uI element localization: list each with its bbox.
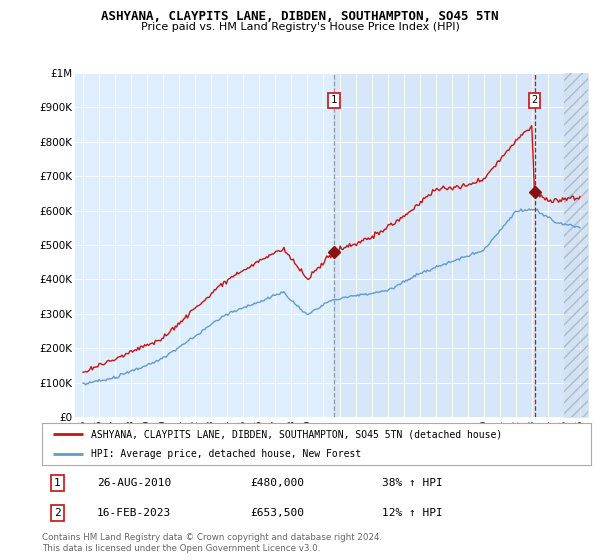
Text: 12% ↑ HPI: 12% ↑ HPI bbox=[382, 508, 443, 518]
Bar bbox=[334, 73, 564, 417]
Text: 38% ↑ HPI: 38% ↑ HPI bbox=[382, 478, 443, 488]
Text: 16-FEB-2023: 16-FEB-2023 bbox=[97, 508, 171, 518]
Text: £653,500: £653,500 bbox=[251, 508, 305, 518]
Text: HPI: Average price, detached house, New Forest: HPI: Average price, detached house, New … bbox=[91, 449, 362, 459]
Text: 2: 2 bbox=[532, 95, 538, 105]
Text: 2: 2 bbox=[54, 508, 61, 518]
Text: £480,000: £480,000 bbox=[251, 478, 305, 488]
Text: ASHYANA, CLAYPITS LANE, DIBDEN, SOUTHAMPTON, SO45 5TN (detached house): ASHYANA, CLAYPITS LANE, DIBDEN, SOUTHAMP… bbox=[91, 429, 503, 439]
Text: Price paid vs. HM Land Registry's House Price Index (HPI): Price paid vs. HM Land Registry's House … bbox=[140, 22, 460, 32]
Text: 26-AUG-2010: 26-AUG-2010 bbox=[97, 478, 171, 488]
Text: ASHYANA, CLAYPITS LANE, DIBDEN, SOUTHAMPTON, SO45 5TN: ASHYANA, CLAYPITS LANE, DIBDEN, SOUTHAMP… bbox=[101, 10, 499, 23]
Text: 1: 1 bbox=[331, 95, 337, 105]
Text: Contains HM Land Registry data © Crown copyright and database right 2024.
This d: Contains HM Land Registry data © Crown c… bbox=[42, 533, 382, 553]
Text: 1: 1 bbox=[54, 478, 61, 488]
